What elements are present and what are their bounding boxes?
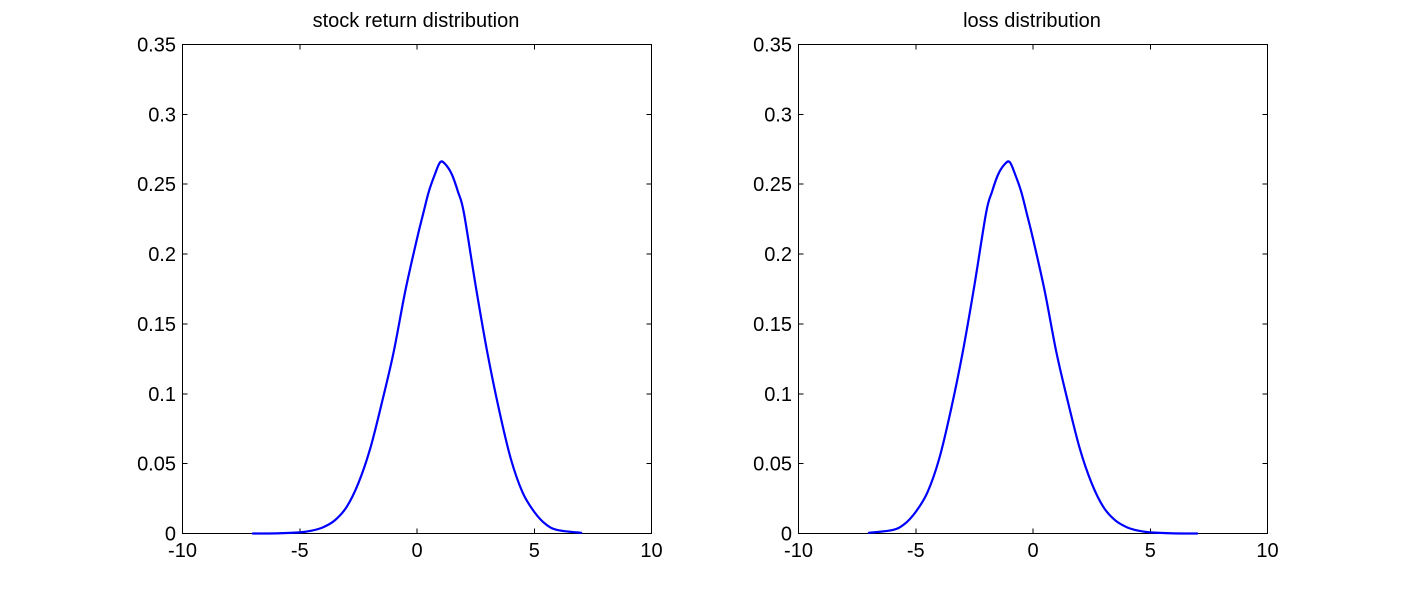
y-tick-label: 0: [781, 524, 792, 546]
y-tick-label: 0.2: [148, 244, 176, 266]
chart-title: stock return distribution: [313, 10, 520, 32]
x-tick-labels: -10 -5 0 5 10: [168, 540, 663, 562]
x-tick-label: -10: [784, 540, 813, 562]
y-tick-labels: 0 0.05 0.1 0.15 0.2 0.25 0.3 0.35: [137, 35, 176, 546]
axes-frame: [182, 44, 652, 534]
x-tick-label: -10: [168, 540, 197, 562]
x-tick-label: 5: [1145, 540, 1156, 562]
x-tick-label: 0: [1027, 540, 1038, 562]
y-tick-label: 0.3: [764, 104, 792, 126]
y-tick-label: 0.1: [764, 384, 792, 406]
x-tick-label: 10: [1256, 540, 1278, 562]
y-tick-label: 0: [165, 524, 176, 546]
x-tick-labels: -10 -5 0 5 10: [784, 540, 1279, 562]
y-tick-label: 0.35: [753, 35, 792, 57]
y-tick-label: 0.05: [137, 454, 176, 476]
x-tick-label: -5: [907, 540, 925, 562]
y-tick-label: 0.05: [753, 454, 792, 476]
series-layer: [867, 160, 1199, 535]
y-tick-label: 0.15: [137, 314, 176, 336]
y-tick-label: 0.25: [137, 174, 176, 196]
y-tick-label: 0.35: [137, 35, 176, 57]
y-tick-label: 0.2: [764, 244, 792, 266]
y-tick-label: 0.3: [148, 104, 176, 126]
tick-marks: [798, 44, 1268, 534]
subplot-stock-return: stock return distribution -10 -5 0 5 10 …: [137, 10, 663, 562]
series-line: [251, 160, 583, 535]
chart-title: loss distribution: [963, 10, 1101, 32]
x-tick-label: 5: [529, 540, 540, 562]
series-line: [867, 160, 1199, 535]
y-tick-label: 0.25: [753, 174, 792, 196]
y-tick-labels: 0 0.05 0.1 0.15 0.2 0.25 0.3 0.35: [753, 35, 792, 546]
x-tick-label: -5: [291, 540, 309, 562]
x-tick-label: 0: [411, 540, 422, 562]
subplot-loss: loss distribution -10 -5 0 5 10 0 0.05 0…: [753, 10, 1279, 562]
series-layer: [251, 160, 583, 535]
x-tick-label: 10: [640, 540, 662, 562]
y-tick-label: 0.1: [148, 384, 176, 406]
y-tick-label: 0.15: [753, 314, 792, 336]
axes-frame: [798, 44, 1268, 534]
